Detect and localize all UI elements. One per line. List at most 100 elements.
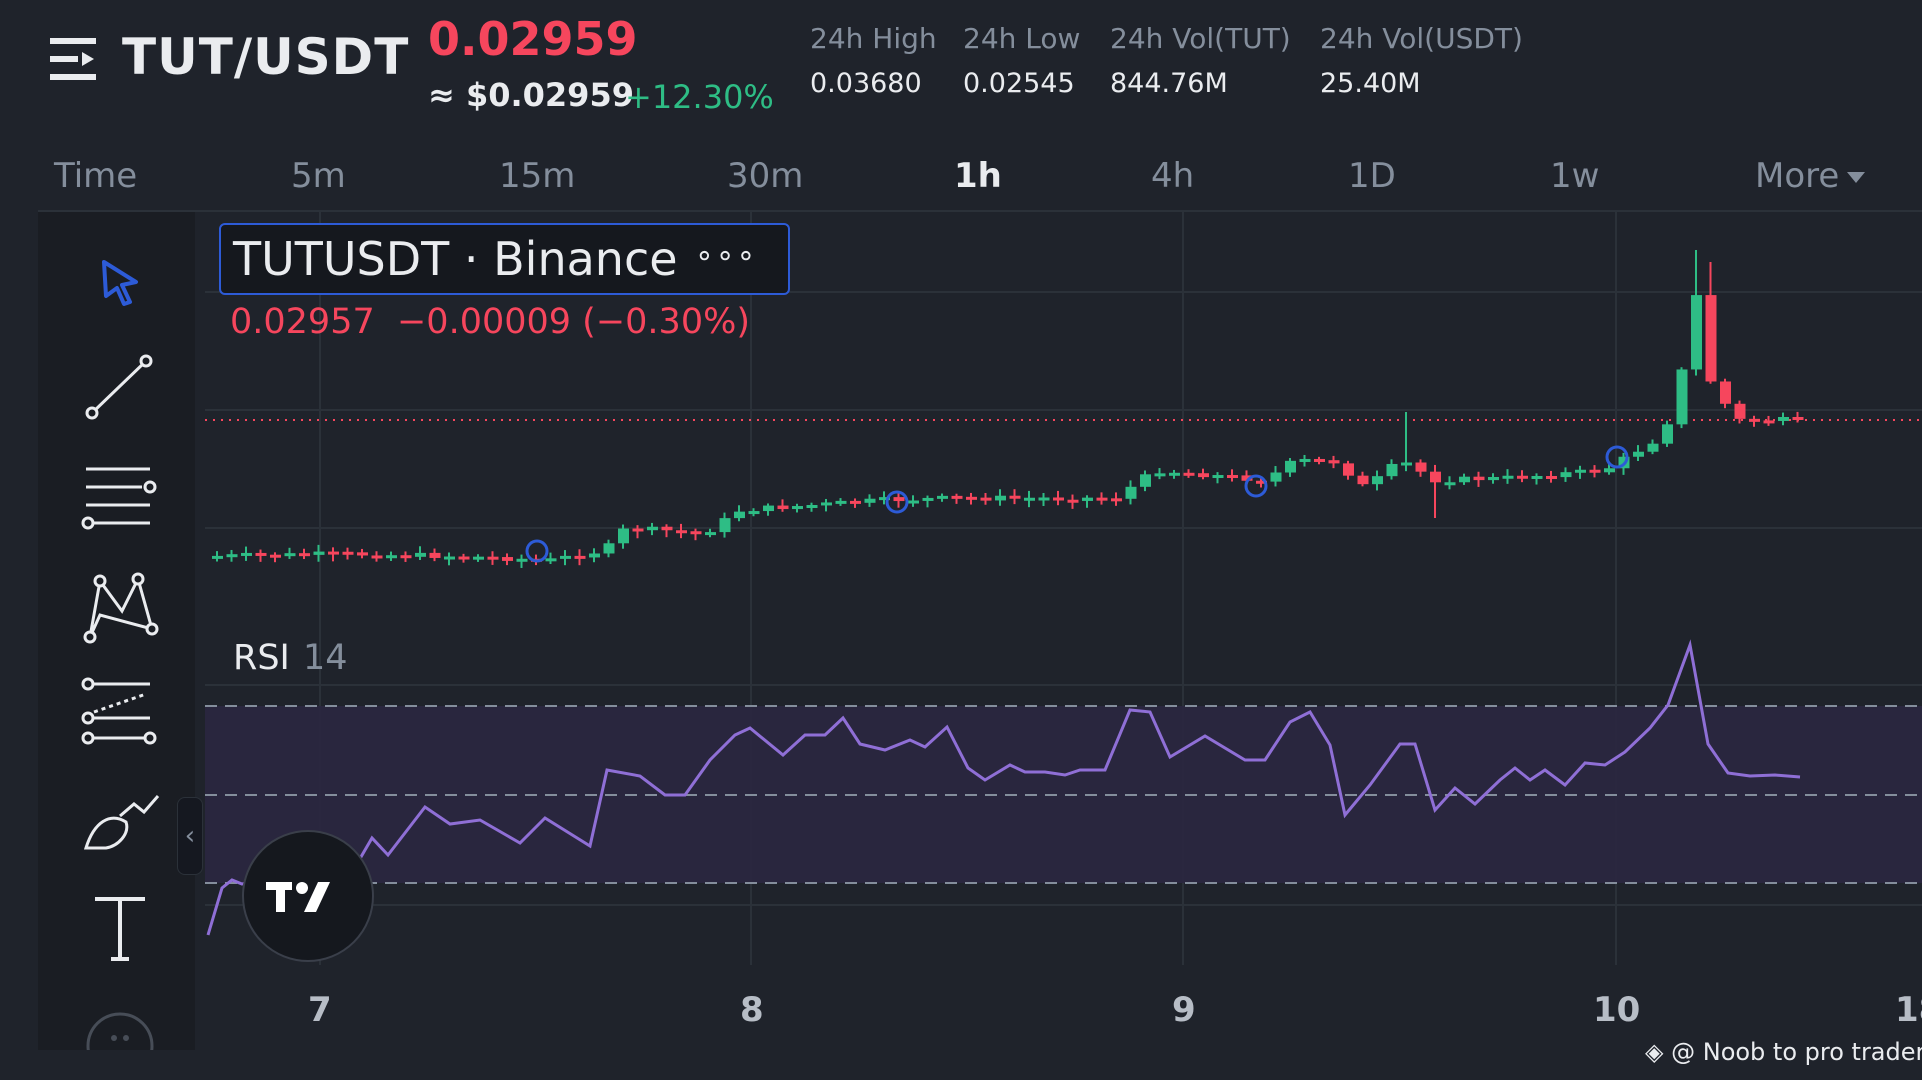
pair-title[interactable]: TUT/USDT (122, 28, 410, 86)
stat-low-value: 0.02545 (963, 68, 1075, 99)
candle-body (1531, 475, 1543, 479)
tab-time[interactable]: Time (54, 156, 138, 196)
candle-body (1734, 403, 1746, 419)
candle-body (1372, 476, 1383, 485)
candle-body (1154, 473, 1166, 477)
tab-1d[interactable]: 1D (1348, 156, 1396, 196)
candle-body (342, 551, 354, 555)
tab-more[interactable]: More (1755, 156, 1866, 196)
candle-body (241, 552, 252, 556)
ohlc-readout: 0.02957 −0.00009 (−0.30%) (230, 302, 750, 342)
x-label: 9 (1172, 990, 1196, 1030)
cursor-icon (102, 260, 138, 306)
rsi-band (205, 706, 1922, 883)
menu-icon[interactable] (50, 36, 100, 86)
candle-body (821, 502, 832, 506)
candle-body (951, 495, 963, 499)
more-tools[interactable] (70, 990, 170, 1050)
candle-body (357, 552, 368, 556)
candle-body (1430, 471, 1441, 483)
x-label: 7 (308, 990, 332, 1030)
horizontal-lines-tool[interactable] (70, 452, 170, 542)
candle-body (719, 518, 731, 533)
trend-line-tool[interactable] (70, 342, 170, 432)
candle-body (632, 528, 644, 532)
tab-15m[interactable]: 15m (499, 156, 576, 196)
price-chart[interactable] (0, 212, 1922, 1012)
candle-body (1198, 473, 1209, 478)
candle-body (270, 554, 281, 558)
candle-body (1763, 420, 1775, 424)
tab-4h[interactable]: 4h (1151, 156, 1195, 196)
candle-body (1401, 462, 1412, 466)
candle-body (676, 530, 687, 534)
candle-body (1082, 497, 1093, 501)
candles-group (212, 250, 1804, 568)
candle-body (1038, 497, 1050, 501)
watermark: ◈ @ Noob to pro trader (1645, 1038, 1922, 1066)
candle-body (647, 526, 658, 531)
tab-1w[interactable]: 1w (1550, 156, 1600, 196)
tab-5m[interactable]: 5m (291, 156, 346, 196)
candle-body (1125, 486, 1137, 499)
approx-price: ≈ $0.02959 (428, 76, 634, 114)
cursor-tool[interactable] (70, 237, 170, 327)
candle-body (226, 554, 238, 558)
stat-vol-quote-label: 24h Vol(USDT) (1320, 22, 1523, 55)
candle-body (1328, 460, 1340, 464)
event-marker-icon[interactable] (525, 539, 549, 563)
pattern-tool[interactable] (70, 562, 170, 652)
text-icon (95, 897, 145, 961)
candle-body (1024, 497, 1035, 501)
candle-body (1169, 472, 1180, 476)
stat-vol-quote-value: 25.40M (1320, 68, 1421, 99)
text-tool[interactable] (70, 882, 170, 972)
candle-body (1749, 418, 1760, 422)
event-marker-icon[interactable] (1605, 445, 1629, 469)
candle-body (618, 528, 629, 544)
toolbar-collapse-button[interactable]: ‹ (177, 797, 203, 875)
symbol-legend-box[interactable] (219, 223, 790, 295)
tab-more-label: More (1755, 156, 1840, 196)
candle-body (1343, 463, 1354, 476)
tradingview-logo[interactable] (242, 830, 374, 962)
candle-body (705, 532, 716, 536)
brush-tool[interactable] (70, 777, 170, 867)
candle-body (763, 505, 774, 512)
candle-body (893, 497, 905, 502)
tab-1h[interactable]: 1h (954, 156, 1002, 196)
watermark-text: @ Noob to pro trader (1671, 1038, 1922, 1066)
symbol-legend: TUTUSDT · Binance (233, 232, 678, 286)
candle-body (748, 511, 760, 515)
legend-more-icon[interactable]: ∘∘∘ (695, 238, 758, 273)
candle-body (1647, 443, 1659, 452)
candle-body (1299, 458, 1311, 462)
candle-body (1691, 295, 1702, 370)
candle-body (1517, 475, 1528, 479)
candle-body (1459, 476, 1470, 483)
candle-body (1067, 499, 1079, 503)
candle-body (444, 556, 455, 560)
candle-body (429, 552, 441, 558)
tradingview-logo-icon (266, 882, 330, 912)
candle-body (864, 498, 876, 503)
change-percent: +12.30% (625, 78, 774, 116)
forecast-tool[interactable] (70, 667, 170, 757)
candle-body (284, 553, 296, 557)
candle-body (835, 500, 847, 504)
event-marker-icon[interactable] (1244, 474, 1268, 498)
candle-body (1676, 369, 1688, 425)
candle-body (1241, 475, 1253, 481)
candle-body (313, 551, 325, 555)
candle-body (1357, 475, 1369, 485)
candle-body (1183, 472, 1195, 476)
candle-body (1589, 469, 1601, 473)
candle-body (560, 555, 571, 559)
tab-30m[interactable]: 30m (727, 156, 804, 196)
candle-body (1604, 468, 1615, 473)
candle-body (1444, 482, 1456, 486)
event-marker-icon[interactable] (885, 490, 909, 514)
candle-body (850, 500, 861, 504)
candle-body (1546, 475, 1557, 479)
pattern-icon (83, 572, 159, 644)
